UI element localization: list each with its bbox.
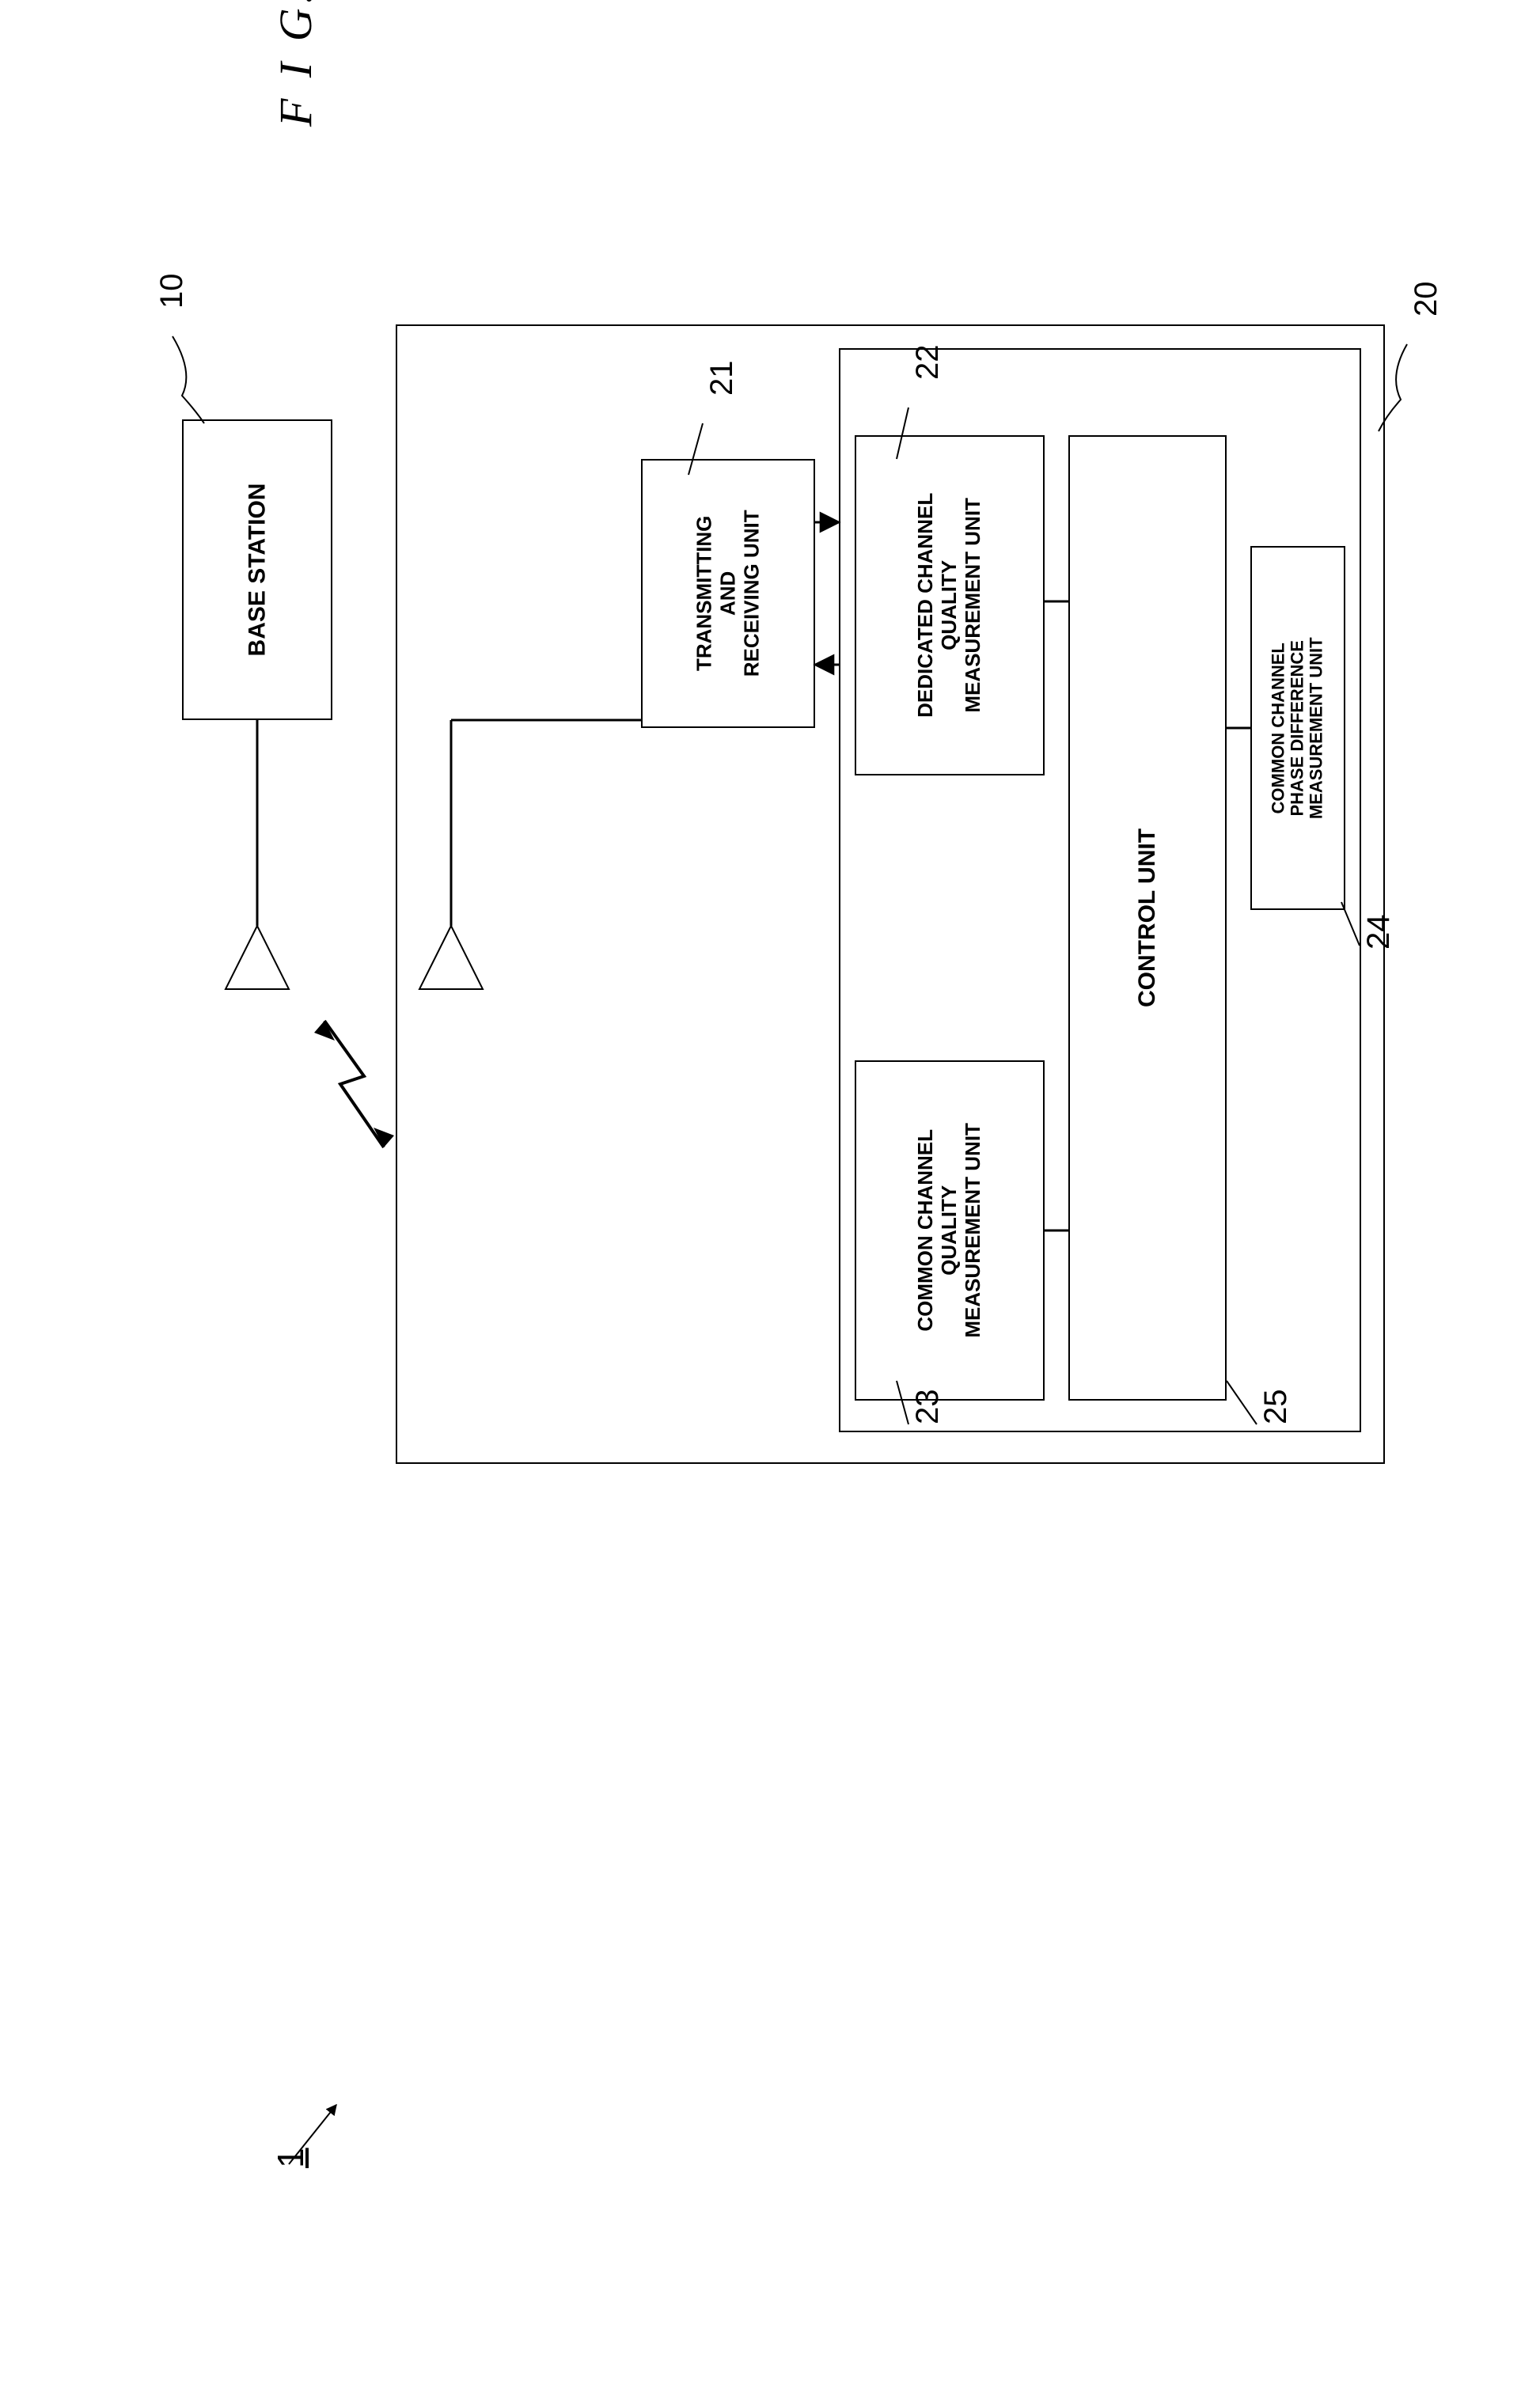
base-station-label: BASE STATION [244, 483, 271, 657]
bs-antenna-head [226, 926, 289, 989]
common-phase-box: COMMON CHANNEL PHASE DIFFERENCE MEASUREM… [1250, 546, 1345, 910]
figure-title: F I G. 1 [269, 0, 322, 127]
dedicated-ref: 22 [910, 345, 946, 381]
trx-box: TRANSMITTING AND RECEIVING UNIT [641, 459, 815, 728]
control-label: CONTROL UNIT [1134, 828, 1161, 1007]
mobile-ref: 20 [1409, 282, 1444, 317]
common-phase-ref: 24 [1361, 915, 1397, 950]
trx-ref: 21 [704, 361, 740, 396]
bs-ref-lead [173, 336, 204, 423]
base-station-box: BASE STATION [182, 419, 332, 720]
common-phase-label: COMMON CHANNEL PHASE DIFFERENCE MEASUREM… [1269, 637, 1327, 819]
wireless-link-icon [324, 1021, 384, 1147]
dedicated-channel-box: DEDICATED CHANNEL QUALITY MEASUREMENT UN… [855, 435, 1045, 775]
dedicated-label: DEDICATED CHANNEL QUALITY MEASUREMENT UN… [914, 493, 985, 718]
common-quality-label: COMMON CHANNEL QUALITY MEASUREMENT UNIT [914, 1123, 985, 1338]
base-station-ref: 10 [154, 274, 190, 309]
common-quality-ref: 23 [910, 1390, 946, 1425]
control-unit-box: CONTROL UNIT [1068, 435, 1227, 1401]
control-ref: 25 [1258, 1390, 1294, 1425]
trx-label: TRANSMITTING AND RECEIVING UNIT [692, 510, 764, 677]
common-quality-box: COMMON CHANNEL QUALITY MEASUREMENT UNIT [855, 1060, 1045, 1401]
system-ref-label: 1 [269, 2148, 312, 2168]
